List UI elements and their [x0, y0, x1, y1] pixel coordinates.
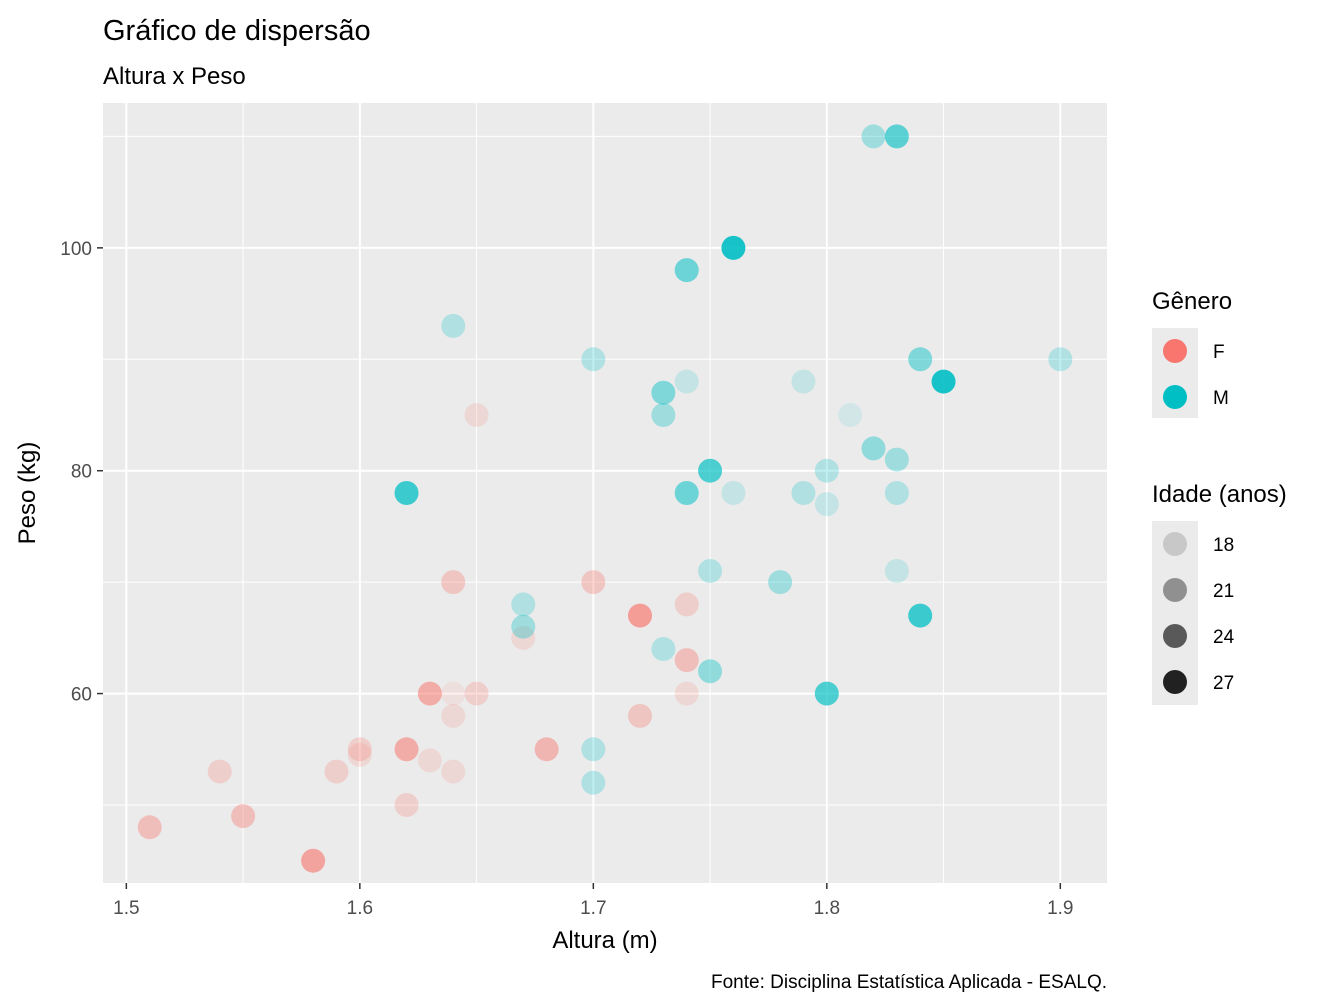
point-F [441, 703, 466, 728]
legend-label-F: F [1213, 342, 1225, 363]
legend-key-21 [1163, 578, 1187, 602]
point-M [651, 380, 676, 405]
point-M [861, 124, 886, 149]
point-M [884, 124, 909, 149]
point-M [394, 481, 419, 505]
point-F [137, 815, 162, 840]
point-M [908, 603, 933, 628]
x-tick-label: 1.5 [113, 898, 139, 919]
point-F [441, 570, 466, 595]
point-M [884, 559, 909, 583]
legend-key-18 [1163, 532, 1187, 556]
point-M [884, 481, 909, 505]
legend-label-M: M [1213, 388, 1229, 409]
legend-alpha: Idade (anos) 18 21 24 27 [1152, 481, 1287, 705]
x-tick-label: 1.8 [814, 898, 840, 919]
point-M [511, 614, 536, 639]
point-M [931, 369, 956, 394]
chart-subtitle: Altura x Peso [103, 63, 246, 90]
y-tick-label: 100 [60, 239, 92, 260]
point-F [417, 681, 442, 706]
x-tick-label: 1.6 [347, 898, 373, 919]
point-M [698, 659, 723, 684]
point-M [721, 235, 746, 260]
legend-key-24 [1163, 624, 1187, 648]
x-tick-label: 1.9 [1047, 898, 1073, 919]
point-M [651, 637, 676, 661]
data-points [137, 124, 1073, 873]
point-M [674, 481, 699, 505]
legend-alpha-title: Idade (anos) [1152, 481, 1287, 508]
point-F [441, 681, 466, 706]
point-M [814, 492, 839, 517]
point-M [814, 681, 839, 706]
y-tick-label: 80 [71, 462, 92, 483]
legend-key-27 [1163, 670, 1187, 694]
point-F [301, 848, 326, 873]
point-F [581, 570, 606, 595]
legend-label-24: 24 [1213, 627, 1235, 648]
y-tick-label: 60 [71, 685, 92, 706]
point-F [464, 403, 489, 427]
legend-color: Gênero F M [1152, 288, 1232, 418]
point-F [324, 759, 349, 784]
point-M [441, 313, 466, 338]
legend-key-F [1163, 339, 1187, 363]
point-F [534, 737, 559, 762]
point-M [791, 369, 816, 394]
point-M [698, 458, 723, 483]
point-M [861, 436, 886, 461]
y-axis-title: Peso (kg) [14, 442, 41, 545]
point-M [908, 347, 933, 372]
point-F [628, 603, 653, 628]
point-M [698, 559, 723, 583]
grid-major [103, 103, 1107, 883]
legend-label-27: 27 [1213, 673, 1234, 694]
plot-panel [103, 103, 1107, 883]
grid-minor [103, 103, 1107, 883]
point-M [511, 592, 536, 617]
point-M [581, 737, 606, 762]
point-M [791, 481, 816, 505]
point-F [417, 748, 442, 773]
point-M [814, 458, 839, 483]
point-F [674, 681, 699, 706]
chart-caption: Fonte: Disciplina Estatística Aplicada -… [711, 972, 1107, 993]
point-M [721, 481, 746, 505]
legend-color-title: Gênero [1152, 288, 1232, 315]
point-F [511, 625, 536, 650]
point-M [838, 403, 863, 427]
point-F [674, 592, 699, 617]
point-M [674, 258, 699, 283]
point-M [1048, 347, 1073, 372]
chart-title: Gráfico de dispersão [103, 15, 371, 47]
point-F [464, 681, 489, 706]
point-F [347, 737, 372, 762]
point-F [231, 804, 256, 829]
point-M [674, 369, 699, 394]
point-F [394, 793, 419, 817]
point-M [884, 447, 909, 472]
legend-label-18: 18 [1213, 535, 1234, 556]
legend-label-21: 21 [1213, 581, 1234, 602]
point-F [674, 648, 699, 673]
point-F [347, 742, 372, 767]
x-axis-ticks: 1.5 1.6 1.7 1.8 1.9 [113, 883, 1074, 919]
x-tick-label: 1.7 [580, 898, 606, 919]
point-M [651, 403, 676, 427]
legend-key-M [1163, 385, 1187, 409]
point-M [581, 347, 606, 372]
point-M [768, 570, 793, 595]
x-axis-title: Altura (m) [552, 927, 657, 954]
y-axis-ticks: 60 80 100 [60, 239, 103, 706]
point-M [581, 770, 606, 795]
point-F [441, 759, 466, 784]
point-F [394, 737, 419, 762]
point-F [628, 703, 653, 728]
point-F [207, 759, 232, 784]
